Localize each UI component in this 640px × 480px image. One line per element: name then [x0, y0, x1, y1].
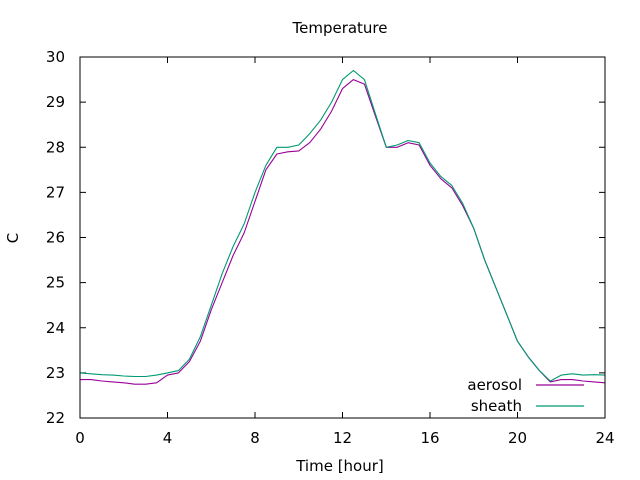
series-line-aerosol: [80, 79, 606, 385]
x-tick-label: 20: [508, 429, 527, 447]
y-tick-label: 24: [46, 319, 65, 337]
y-tick-label: 27: [46, 183, 65, 201]
y-tick-label: 22: [46, 409, 65, 427]
x-tick-label: 4: [163, 429, 173, 447]
legend-label-sheath: sheath: [471, 397, 522, 415]
x-tick-label: 0: [75, 429, 85, 447]
legend: aerosol sheath: [467, 376, 584, 415]
y-tick-label: 23: [46, 364, 65, 382]
x-tick-label: 24: [595, 429, 614, 447]
chart-title: Temperature: [291, 19, 387, 37]
y-axis-label: C: [4, 233, 22, 243]
x-tick-label: 12: [333, 429, 352, 447]
axis-ticks: 0 4 8 12 16 20 24 22 23 24 25 26 27 28 29 30: [46, 48, 615, 447]
x-tick-label: 8: [250, 429, 260, 447]
x-axis-label: Time [hour]: [295, 457, 384, 475]
series-line-sheath: [79, 69, 606, 382]
plot-frame: [79, 56, 606, 419]
y-tick-label: 26: [46, 229, 65, 247]
y-tick-label: 29: [46, 93, 65, 111]
y-tick-label: 28: [46, 138, 65, 156]
y-tick-label: 25: [46, 274, 65, 292]
x-tick-label: 16: [420, 429, 439, 447]
plot-area: [79, 69, 606, 385]
legend-label-aerosol: aerosol: [467, 376, 522, 394]
y-tick-label: 30: [46, 48, 65, 66]
